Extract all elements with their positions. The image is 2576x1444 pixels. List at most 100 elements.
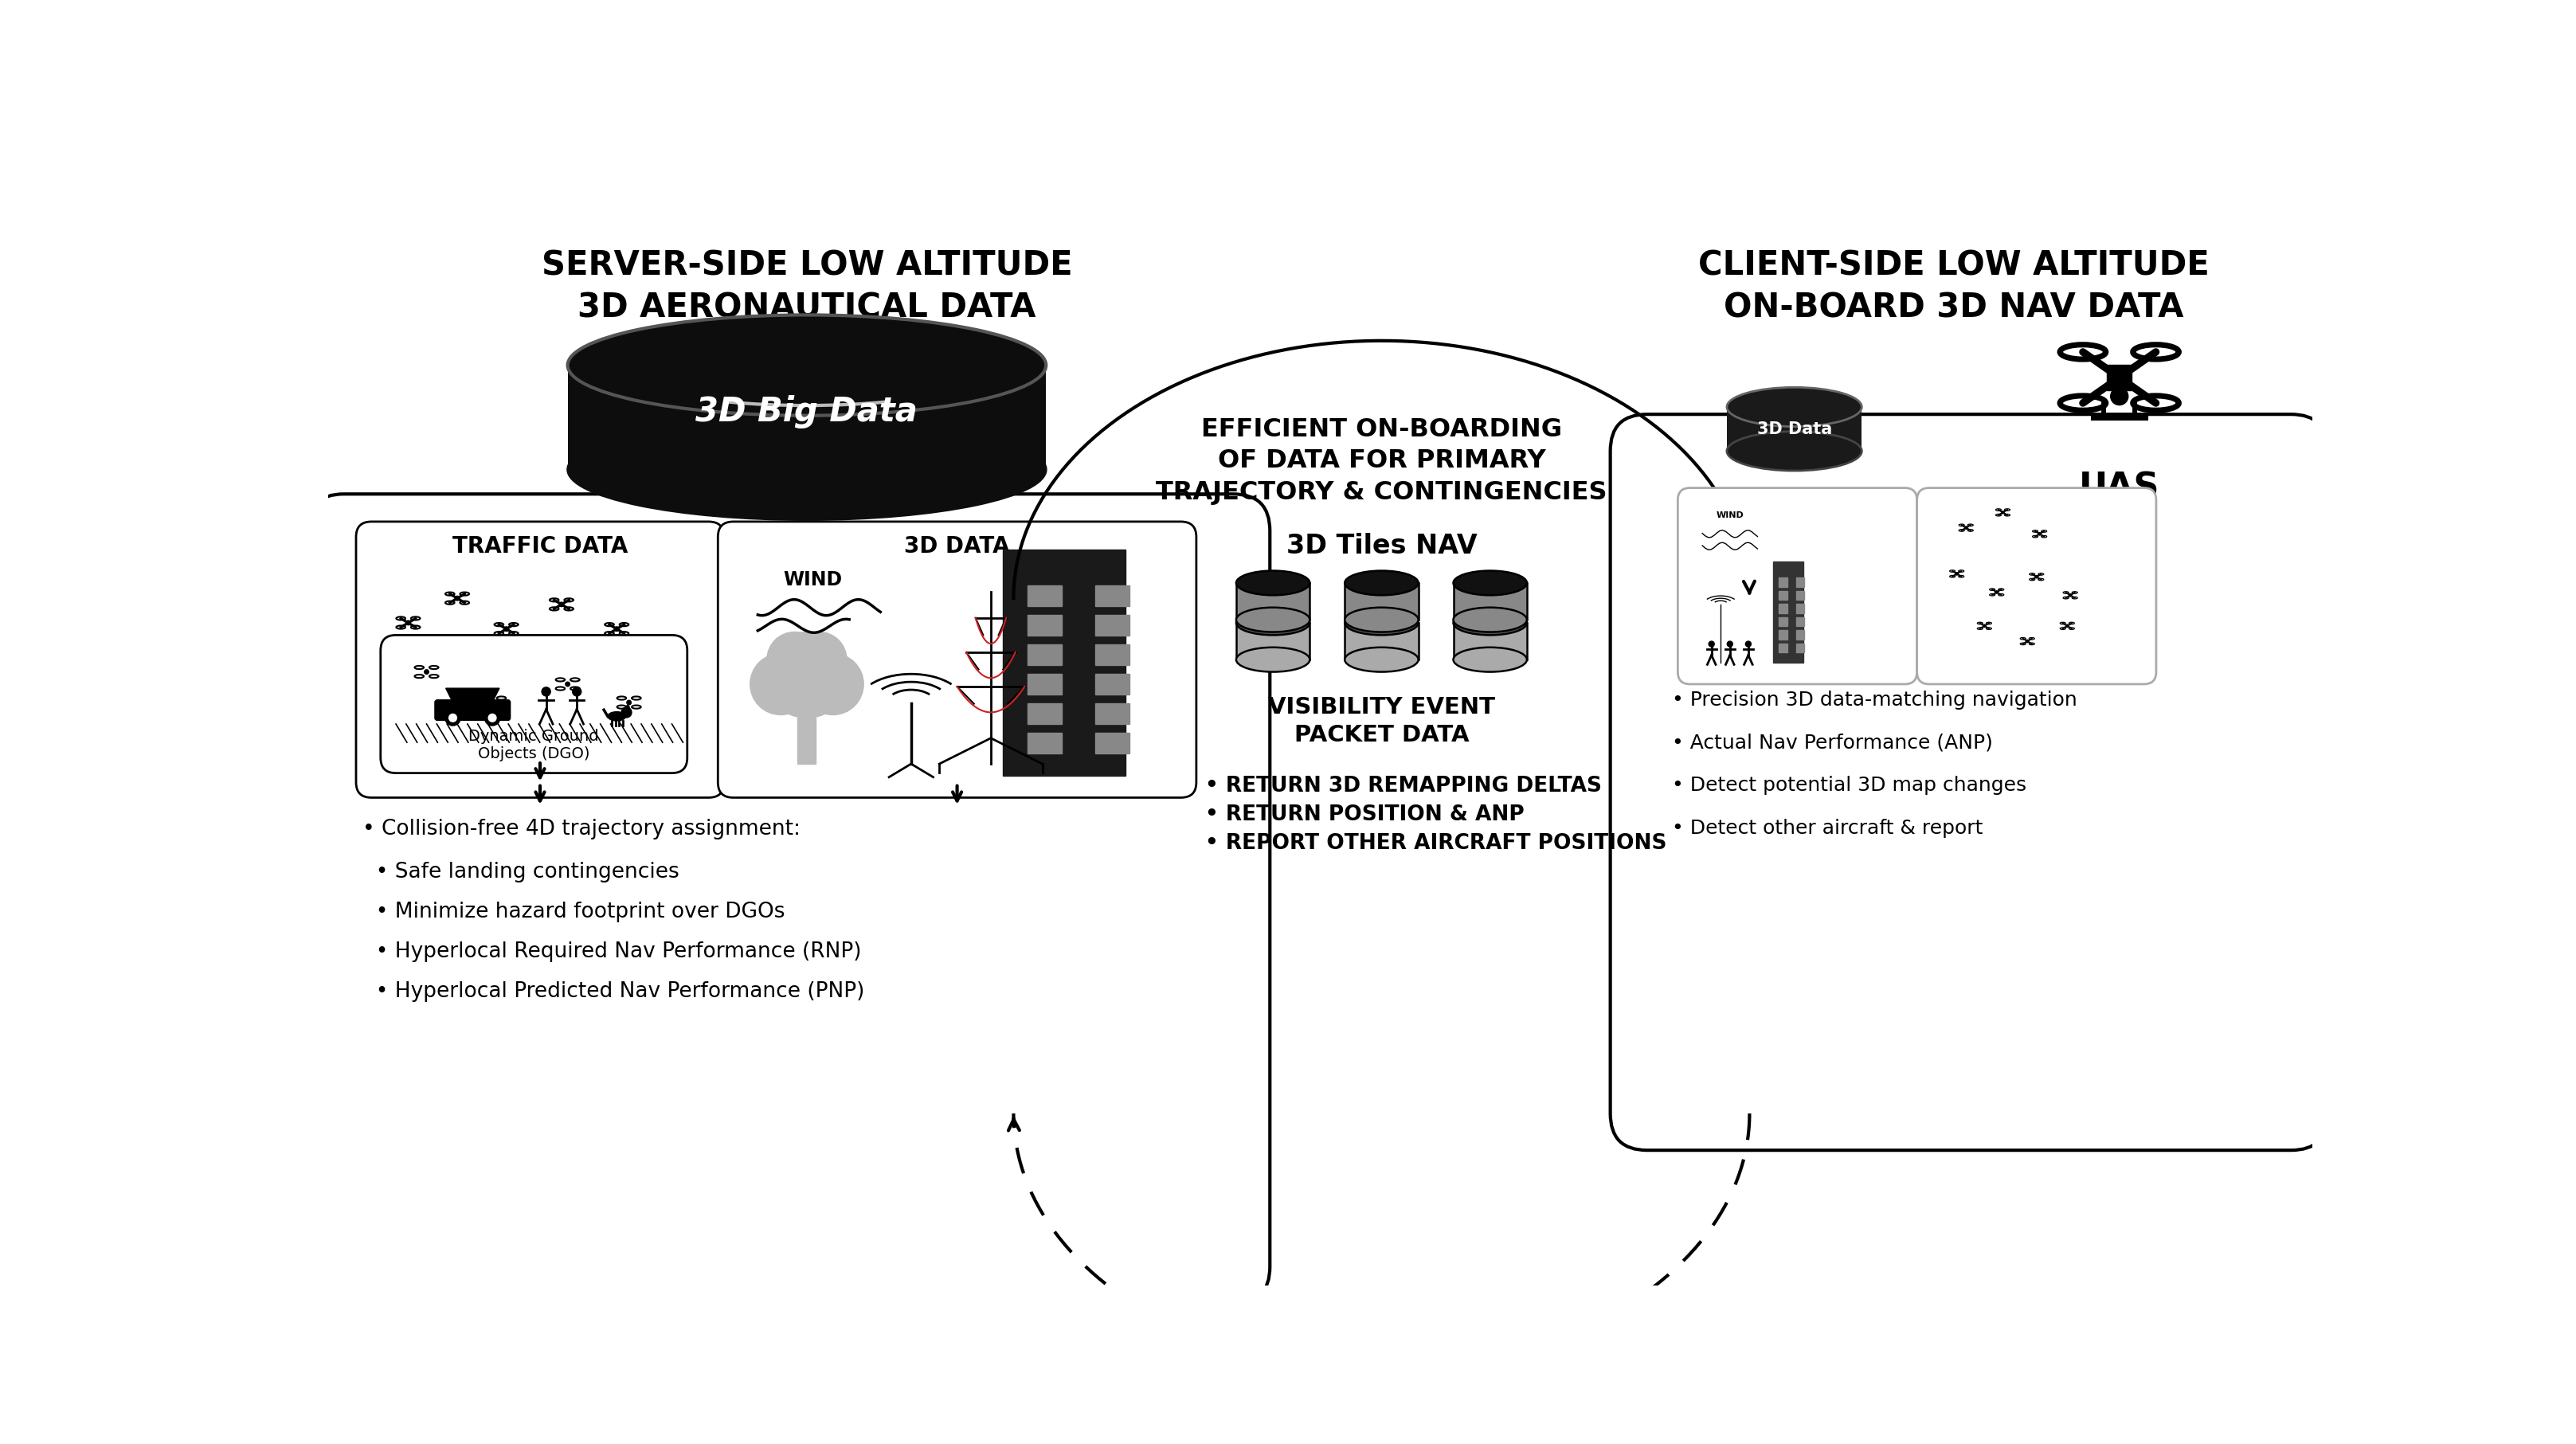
Circle shape: [2066, 625, 2069, 627]
Text: • Actual Nav Performance (ANP): • Actual Nav Performance (ANP): [1672, 734, 1994, 752]
FancyBboxPatch shape: [1917, 488, 2156, 684]
Circle shape: [572, 687, 582, 696]
Bar: [1780, 617, 1788, 627]
Ellipse shape: [567, 315, 1046, 416]
Circle shape: [2035, 576, 2038, 578]
Polygon shape: [1453, 583, 1528, 619]
Circle shape: [801, 654, 863, 715]
Circle shape: [567, 682, 569, 686]
Text: 3D Tiles NAV: 3D Tiles NAV: [1285, 533, 1476, 559]
Polygon shape: [1453, 622, 1528, 660]
Circle shape: [2027, 640, 2030, 643]
Circle shape: [621, 708, 631, 718]
Circle shape: [425, 670, 428, 674]
FancyBboxPatch shape: [355, 521, 724, 797]
Ellipse shape: [1453, 647, 1528, 671]
Polygon shape: [2107, 365, 2133, 390]
Text: • Detect other aircraft & report: • Detect other aircraft & report: [1672, 819, 1984, 838]
Text: • Hyperlocal Predicted Nav Performance (PNP): • Hyperlocal Predicted Nav Performance (…: [363, 982, 866, 1002]
Polygon shape: [799, 718, 817, 764]
Ellipse shape: [626, 706, 629, 710]
Text: WIND: WIND: [783, 570, 842, 589]
Bar: [1095, 644, 1128, 664]
Circle shape: [1965, 527, 1968, 529]
Bar: [1028, 585, 1061, 606]
Circle shape: [791, 632, 848, 687]
Circle shape: [505, 627, 507, 631]
Bar: [1028, 674, 1061, 695]
Circle shape: [2038, 533, 2040, 536]
Bar: [1028, 615, 1061, 635]
Polygon shape: [1772, 562, 1803, 663]
Ellipse shape: [1345, 647, 1419, 671]
Text: SERVER-SIDE LOW ALTITUDE
3D AERONAUTICAL DATA: SERVER-SIDE LOW ALTITUDE 3D AERONAUTICAL…: [541, 248, 1072, 325]
Bar: [1780, 644, 1788, 653]
Bar: [1095, 585, 1128, 606]
FancyBboxPatch shape: [435, 700, 510, 721]
Circle shape: [484, 710, 500, 726]
Polygon shape: [1345, 622, 1419, 660]
Text: Dynamic Ground
Objects (DGO): Dynamic Ground Objects (DGO): [469, 729, 600, 762]
Circle shape: [489, 713, 497, 722]
Ellipse shape: [567, 419, 1046, 520]
Text: • Minimize hazard footprint over DGOs: • Minimize hazard footprint over DGOs: [363, 902, 786, 923]
Text: TRAFFIC DATA: TRAFFIC DATA: [453, 536, 629, 557]
Circle shape: [1984, 625, 1986, 627]
Bar: [1095, 615, 1128, 635]
Ellipse shape: [1236, 570, 1309, 595]
Bar: [1095, 734, 1128, 754]
Circle shape: [2002, 511, 2004, 514]
Circle shape: [616, 627, 618, 631]
Circle shape: [1708, 641, 1713, 647]
Text: UAS: UAS: [2079, 471, 2159, 505]
Polygon shape: [1726, 407, 1862, 451]
FancyBboxPatch shape: [307, 494, 1270, 1304]
Bar: [1795, 630, 1803, 640]
Ellipse shape: [1345, 608, 1419, 632]
Circle shape: [492, 700, 497, 705]
Circle shape: [768, 632, 822, 687]
Ellipse shape: [1726, 432, 1862, 471]
Text: • RETURN 3D REMAPPING DELTAS
• RETURN POSITION & ANP
• REPORT OTHER AIRCRAFT POS: • RETURN 3D REMAPPING DELTAS • RETURN PO…: [1206, 775, 1667, 855]
Ellipse shape: [1453, 611, 1528, 635]
Text: 3D Data: 3D Data: [1757, 422, 1832, 438]
Text: WIND: WIND: [1716, 511, 1744, 520]
Polygon shape: [1002, 549, 1126, 775]
Text: 3D Big Data: 3D Big Data: [696, 396, 917, 429]
Bar: [1780, 591, 1788, 599]
Ellipse shape: [1345, 611, 1419, 635]
Ellipse shape: [1345, 570, 1419, 595]
Bar: [1795, 644, 1803, 653]
Circle shape: [456, 596, 459, 601]
Bar: [1095, 674, 1128, 695]
Ellipse shape: [1236, 647, 1309, 671]
Text: • Collision-free 4D trajectory assignment:: • Collision-free 4D trajectory assignmen…: [363, 819, 801, 840]
Text: • Precision 3D data-matching navigation: • Precision 3D data-matching navigation: [1672, 690, 2076, 709]
Circle shape: [2110, 387, 2128, 404]
Bar: [1780, 630, 1788, 640]
Ellipse shape: [1453, 608, 1528, 632]
Circle shape: [765, 632, 850, 718]
Polygon shape: [446, 689, 500, 702]
Bar: [1795, 617, 1803, 627]
Circle shape: [407, 621, 410, 625]
Text: EFFICIENT ON-BOARDING
OF DATA FOR PRIMARY
TRAJECTORY & CONTINGENCIES: EFFICIENT ON-BOARDING OF DATA FOR PRIMAR…: [1157, 417, 1607, 505]
Text: VISIBILITY EVENT
PACKET DATA: VISIBILITY EVENT PACKET DATA: [1267, 696, 1494, 747]
Circle shape: [750, 654, 811, 715]
Text: • Hyperlocal Required Nav Performance (RNP): • Hyperlocal Required Nav Performance (R…: [363, 941, 860, 963]
Circle shape: [1726, 641, 1734, 647]
Bar: [1795, 578, 1803, 586]
Bar: [1028, 644, 1061, 664]
Polygon shape: [1236, 622, 1309, 660]
Bar: [1028, 734, 1061, 754]
Ellipse shape: [1726, 387, 1862, 426]
Circle shape: [1996, 591, 1999, 593]
Circle shape: [541, 687, 551, 696]
Bar: [1795, 591, 1803, 599]
FancyBboxPatch shape: [1677, 488, 1917, 684]
Text: • Safe landing contingencies: • Safe landing contingencies: [363, 862, 680, 882]
FancyBboxPatch shape: [719, 521, 1195, 797]
Text: 3D DATA: 3D DATA: [904, 536, 1010, 557]
Circle shape: [448, 713, 456, 722]
Bar: [1795, 604, 1803, 614]
